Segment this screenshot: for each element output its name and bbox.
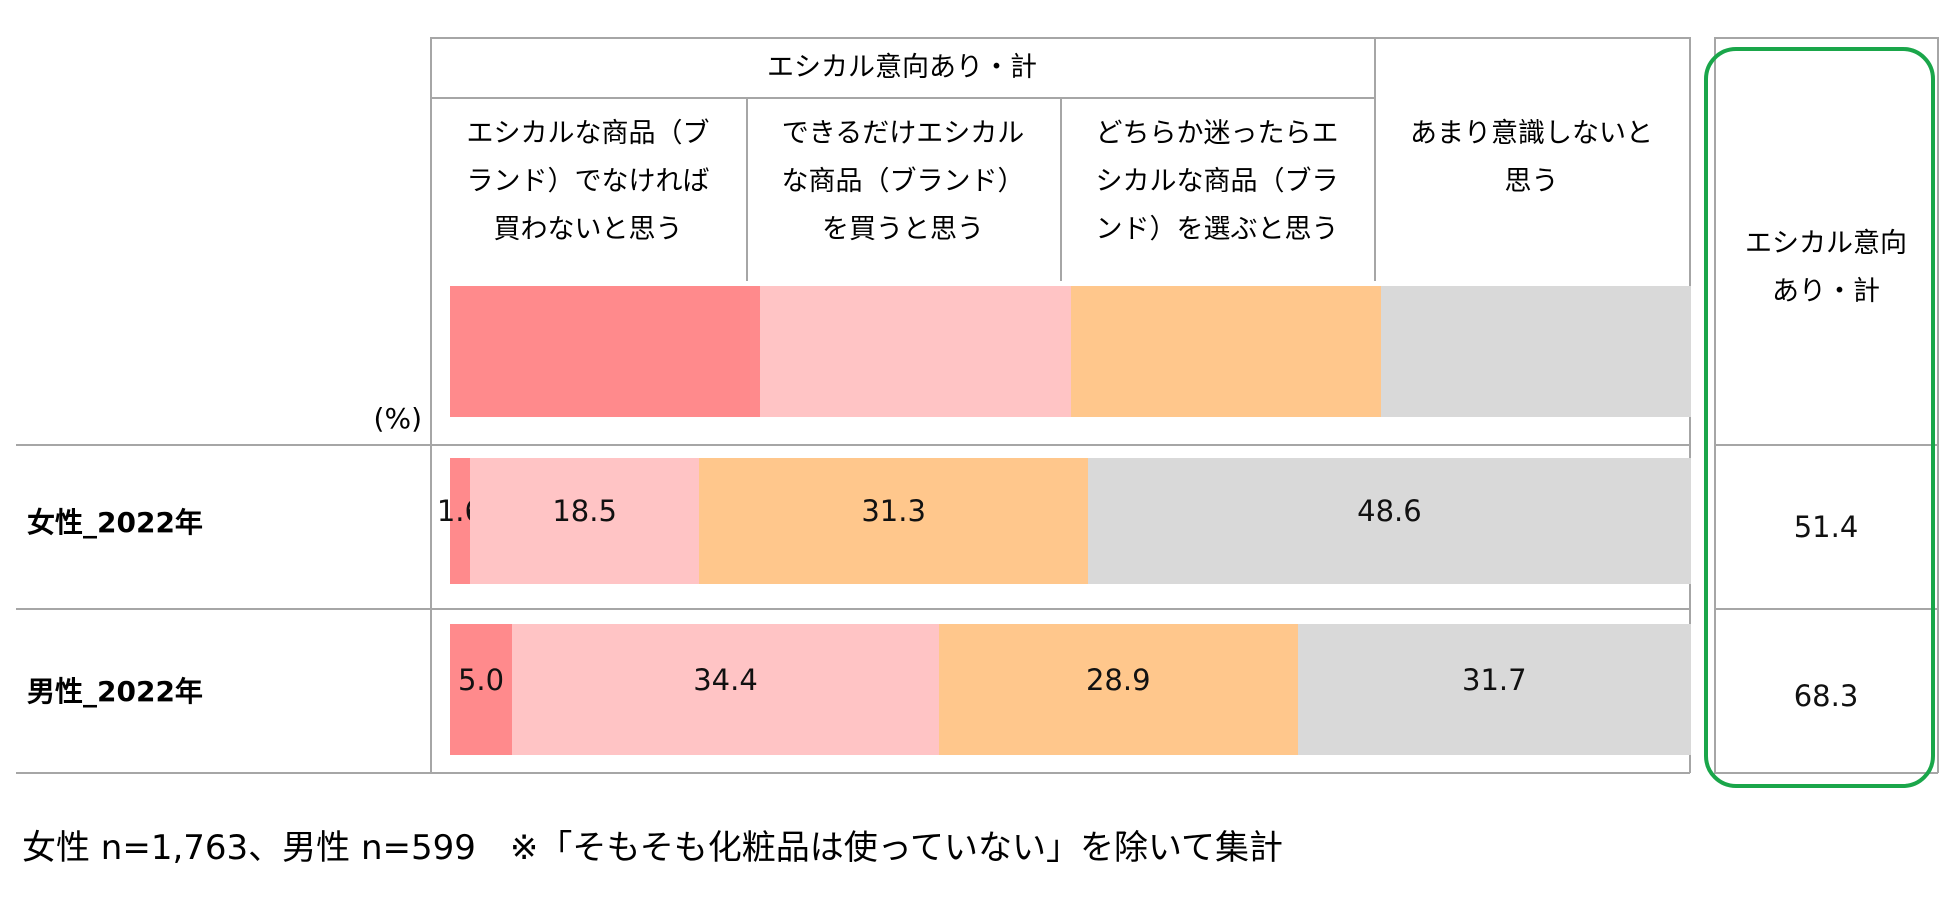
bar-segment [1297,624,1691,755]
table-border [1714,772,1938,774]
table-border [430,37,1690,39]
table-border [1937,37,1939,773]
table-border [430,37,432,773]
total-header-text: エシカル意向あり・計 [1745,228,1907,307]
group-header-text: エシカル意向あり・計 [767,52,1037,83]
table-border [1714,37,1938,39]
highlight-box [1704,47,1935,788]
legend-swatch [1380,286,1691,417]
data-label: 31.3 [861,494,926,528]
table-border [16,608,1690,610]
row-label: 女性_2022年 [27,506,203,539]
bar-segment [450,624,513,755]
legend-label: どちらか迷ったらエシカルな商品（ブランド）を選ぶと思う [1095,118,1339,245]
footnote: 女性 n=1,763、男性 n=599 ※「そもそも化粧品は使っていない」を除い… [22,828,1284,868]
bar-segment [1087,458,1691,584]
bar-segment [938,624,1298,755]
data-label: 31.7 [1462,662,1527,697]
bar-segment [469,458,700,584]
data-label: 28.9 [1085,662,1151,697]
table-border [1714,444,1938,446]
table-border [1714,37,1716,773]
legend-swatch [1070,286,1381,417]
unit-label: (%) [373,402,422,435]
series-header: どちらか迷ったらエシカルな商品（ブランド）を選ぶと思う [1060,110,1374,254]
legend-swatch [450,286,761,417]
data-label: 5.0 [457,662,505,697]
bar-segment [512,624,939,755]
table-border [1060,97,1062,281]
series-header: あまり意識しないと思う [1374,110,1689,206]
data-label: 34.4 [693,662,758,697]
table-border [16,444,1690,446]
data-label: 48.6 [1357,494,1422,528]
bar-segment [450,458,470,584]
table-border [16,772,1690,774]
bar-segment [699,458,1088,584]
legend-swatch [760,286,1071,417]
total-header: エシカル意向あり・計 [1714,220,1938,316]
legend-label: できるだけエシカルな商品（ブランド）を買うと思う [781,118,1025,245]
legend-label: エシカルな商品（ブランド）でなければ買わないと思う [466,118,710,245]
total-value: 68.3 [1793,678,1859,713]
table-border [1374,37,1376,281]
table-border [1714,608,1938,610]
group-header: エシカル意向あり・計 [430,40,1374,96]
series-header: できるだけエシカルな商品（ブランド）を買うと思う [746,110,1060,254]
table-border [430,97,1374,99]
row-label: 男性_2022年 [27,674,203,708]
series-header: エシカルな商品（ブランド）でなければ買わないと思う [430,110,746,254]
data-label: 18.5 [552,494,617,528]
total-value: 51.4 [1793,510,1859,544]
table-border [746,97,748,281]
legend-label: あまり意識しないと思う [1410,118,1653,197]
